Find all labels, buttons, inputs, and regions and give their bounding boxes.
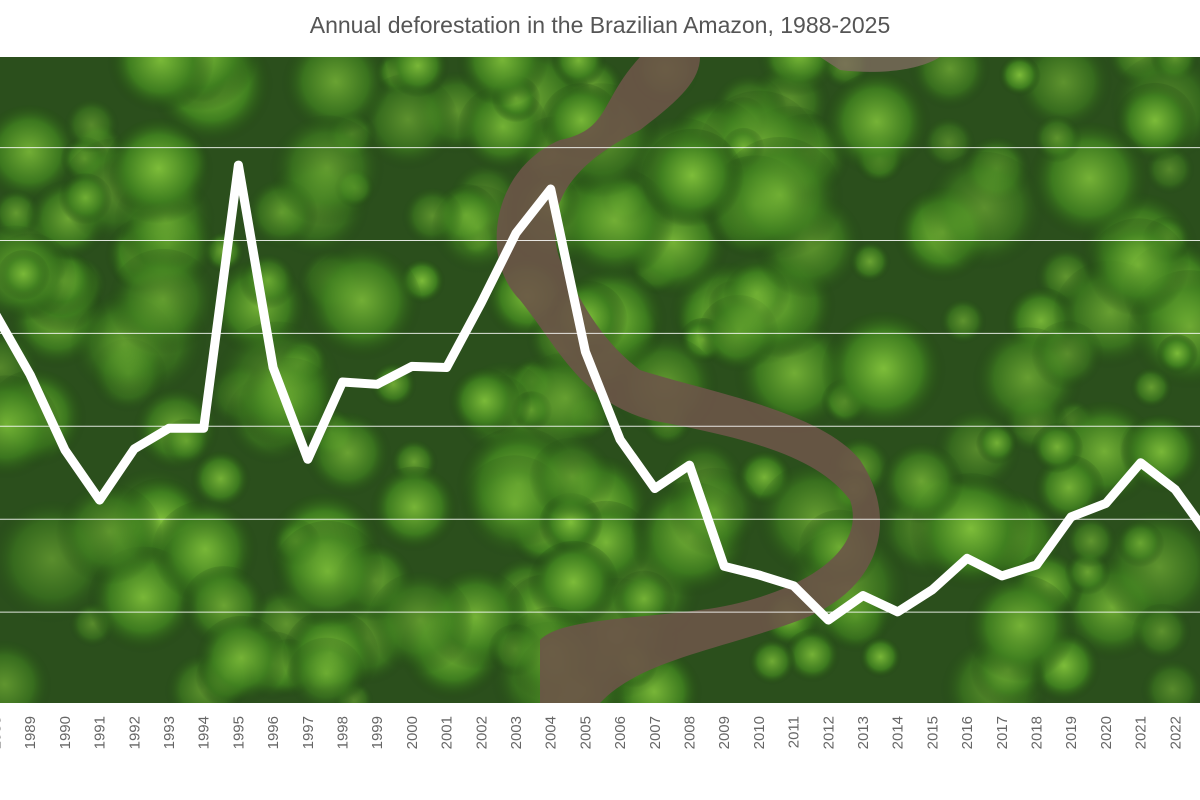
x-tick-label: 2000 [404,716,421,749]
x-tick-label: 2003 [508,716,525,749]
tree-canopy [1115,521,1165,570]
tree-canopy [1086,218,1190,322]
x-tick-label: 2006 [612,716,629,749]
x-tick-label: 2016 [959,716,976,749]
tree-canopy [301,245,423,368]
x-tick-label: 2021 [1133,716,1150,749]
tree-canopy [1131,603,1193,665]
x-tick-label: 2001 [439,716,456,749]
x-tick-label: 2005 [577,716,594,749]
x-tick-label: 2010 [751,716,768,749]
x-tick-label: 1998 [335,716,352,749]
x-tick-label: 1992 [126,716,143,749]
tree-canopy [668,467,762,561]
tree-canopy [0,250,50,304]
tree-canopy [271,520,385,634]
tree-canopy [369,466,460,557]
x-tick-label: 2019 [1063,716,1080,749]
tree-canopy [58,173,113,228]
deforestation-series-line [0,160,1200,625]
tree-canopy [964,574,1077,688]
x-tick-label: 2008 [682,716,699,749]
tree-canopy [1030,423,1084,476]
tree-canopy [821,72,932,182]
tree-canopy [975,423,1019,467]
x-tick-label: 1993 [161,716,178,749]
forest-background-photo [0,57,1200,703]
tree-canopy [239,254,297,313]
tree-canopy [194,615,288,703]
tree-canopy [190,451,252,513]
x-tick-label: 1989 [22,716,39,749]
tree-canopy [939,299,988,348]
tree-canopy [748,639,797,688]
x-tick-label: 2018 [1029,716,1046,749]
x-tick-label: 1994 [196,716,213,749]
tree-canopy [106,57,215,119]
tree-canopy [921,151,1047,277]
tree-canopy [63,99,120,156]
tree-canopy [640,128,745,233]
tree-canopy [551,57,607,91]
x-tick-label: 2015 [924,716,941,749]
tree-canopy [998,57,1041,99]
tree-canopy [1031,321,1104,394]
tree-canopy [715,136,845,266]
x-tick-label: 1996 [265,716,282,749]
tree-canopy [820,311,947,438]
tree-canopy [908,57,992,114]
chart-title: Annual deforestation in the Brazilian Am… [309,12,891,38]
x-tick-label: 2007 [647,716,664,749]
x-tick-label: 2014 [890,716,907,749]
x-tick-label: 2002 [473,716,490,749]
tree-canopy [269,115,386,232]
tree-canopy [1064,517,1118,571]
x-tick-label: 2012 [820,716,837,749]
tree-canopy [756,57,840,101]
tree-canopy [528,437,616,525]
x-tick-label: 2004 [543,716,560,749]
tree-canopy [107,248,219,361]
tree-canopy [1140,660,1200,703]
x-tick-label: 1990 [57,716,74,749]
x-tick-label: 2009 [716,716,733,749]
tree-canopy [0,641,53,703]
x-tick-label: 2017 [994,716,1011,749]
tree-canopy [103,118,215,230]
x-tick-label: 1988 [0,716,5,749]
tree-canopy [55,483,163,591]
x-tick-label: 1991 [92,716,109,749]
x-tick-label: 2011 [786,716,803,748]
x-tick-label: 1995 [230,716,247,749]
tree-canopy [448,368,521,441]
tree-canopy [1032,115,1082,166]
x-tick-label: 2022 [1167,716,1184,749]
tree-canopy [456,57,549,111]
tree-canopy [369,363,417,411]
tree-canopy [1156,334,1199,377]
x-tick-label: 2020 [1098,716,1115,749]
x-tick-label: 1997 [300,716,317,749]
tree-canopy [386,57,450,101]
tree-canopy [366,572,474,680]
tree-canopy [1120,414,1200,498]
tree-canopy [286,637,367,703]
x-tick-label: 1999 [369,716,386,749]
x-tick-label: 2013 [855,716,872,749]
tree-canopy [878,442,964,528]
